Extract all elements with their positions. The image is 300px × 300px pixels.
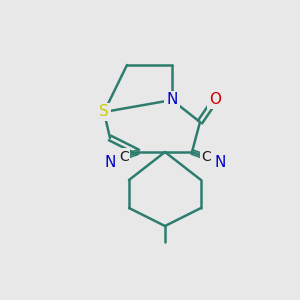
Text: O: O xyxy=(209,92,221,107)
Text: C: C xyxy=(201,150,211,164)
Text: N: N xyxy=(166,92,178,107)
Text: S: S xyxy=(99,104,109,119)
Text: C: C xyxy=(119,150,129,164)
Text: N: N xyxy=(104,155,116,170)
Text: N: N xyxy=(214,155,226,170)
